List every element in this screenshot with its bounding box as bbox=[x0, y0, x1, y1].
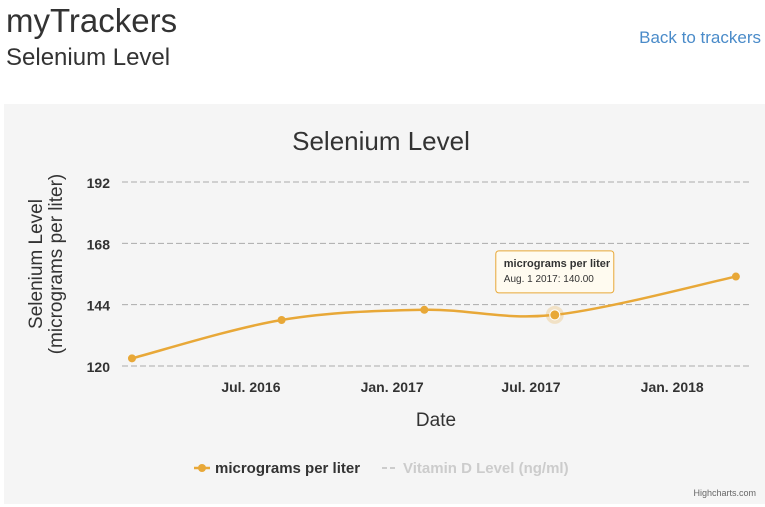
x-tick-label-3: Jan. 2018 bbox=[641, 379, 704, 395]
y-axis-title-line2: (micrograms per liter) bbox=[46, 174, 67, 355]
x-tick-label-0: Jul. 2016 bbox=[221, 379, 280, 395]
back-to-trackers-link[interactable]: Back to trackers bbox=[639, 28, 761, 47]
series-line[interactable] bbox=[131, 275, 737, 360]
page-subtitle: Selenium Level bbox=[6, 44, 171, 71]
y-tick-label-144: 144 bbox=[87, 298, 111, 314]
y-tick-label-168: 168 bbox=[87, 236, 111, 252]
tooltip: micrograms per liter Aug. 1 2017: 140.00 bbox=[495, 250, 615, 294]
y-tick-label-120: 120 bbox=[87, 359, 111, 375]
data-point-4[interactable] bbox=[731, 272, 740, 281]
x-axis-title: Date bbox=[416, 410, 456, 431]
series-points bbox=[127, 272, 740, 363]
chart-grid bbox=[122, 181, 752, 367]
data-point-1[interactable] bbox=[277, 316, 286, 324]
y-axis-ticks: 120 144 168 192 bbox=[87, 175, 111, 375]
legend-label-micrograms: micrograms per liter bbox=[215, 460, 360, 477]
tooltip-value: Aug. 1 2017: 140.00 bbox=[504, 274, 595, 285]
y-axis-title: Selenium Level (micrograms per liter) bbox=[26, 174, 67, 355]
x-tick-label-2: Jul. 2017 bbox=[501, 379, 560, 395]
legend-item-vitamin-d[interactable]: Vitamin D Level (ng/ml) bbox=[382, 460, 569, 477]
chart-title: Selenium Level bbox=[292, 126, 470, 156]
y-axis-title-line1: Selenium Level bbox=[26, 199, 47, 329]
app-title: myTrackers bbox=[6, 2, 178, 39]
credits[interactable]: Highcharts.com bbox=[693, 488, 756, 498]
data-point-2[interactable] bbox=[420, 305, 429, 314]
legend-marker-icon bbox=[198, 464, 206, 472]
tooltip-series-label: micrograms per liter bbox=[504, 258, 611, 270]
data-point-0[interactable] bbox=[127, 354, 136, 363]
chart-panel: Selenium Level 120 144 168 192 Jul. 2016 Jan… bbox=[4, 104, 765, 504]
x-tick-label-1: Jan. 2017 bbox=[361, 379, 424, 395]
legend-label-vitamin-d: Vitamin D Level (ng/ml) bbox=[403, 460, 569, 477]
y-tick-label-192: 192 bbox=[87, 175, 111, 191]
data-point-3[interactable] bbox=[549, 309, 561, 321]
legend: micrograms per liter Vitamin D Level (ng… bbox=[194, 460, 569, 477]
selenium-chart: Selenium Level 120 144 168 192 Jul. 2016 Jan… bbox=[26, 126, 756, 498]
x-axis-ticks: Jul. 2016 Jan. 2017 Jul. 2017 Jan. 2018 bbox=[221, 379, 704, 395]
legend-item-micrograms[interactable]: micrograms per liter bbox=[194, 460, 360, 477]
